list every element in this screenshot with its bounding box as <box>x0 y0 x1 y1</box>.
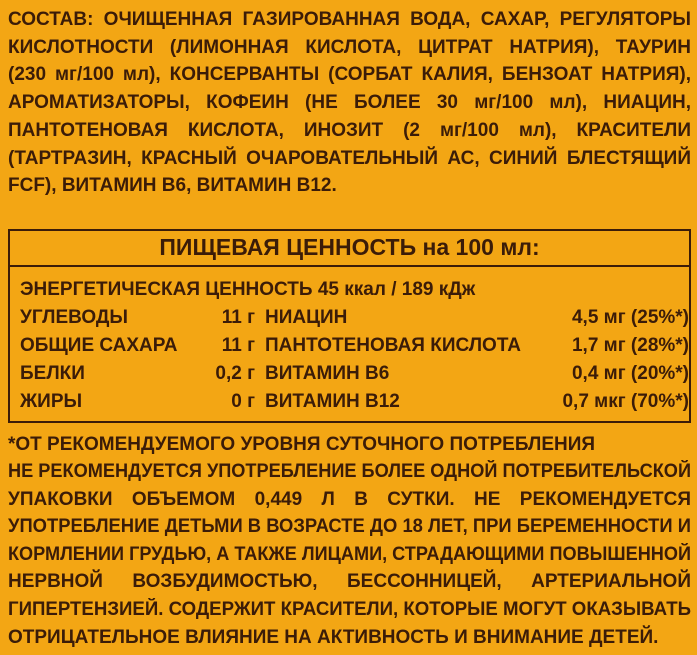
line-text: (230 мг/100 мл), КОНСЕРВАНТЫ (СОРБАТ КАЛ… <box>8 64 691 86</box>
text-line: ГИПЕРТЕНЗИЕЙ. СОДЕРЖИТ КРАСИТЕЛИ, КОТОРЫ… <box>8 598 691 622</box>
nutrition-cell: 0,7 мкг (70%*) <box>562 391 689 412</box>
nutrition-cell: 11 г <box>221 307 255 328</box>
nutrition-cell: БЕЛКИ <box>20 363 85 384</box>
line-text: FCF), ВИТАМИН В6, ВИТАМИН В12. <box>8 175 337 197</box>
nutrition-cell: ОБЩИЕ САХАРА <box>20 335 178 356</box>
nutrition-cell: 0,4 мг (20%*) <box>571 363 689 384</box>
nutrition-divider <box>8 265 691 267</box>
line-text: ПАНТОТЕНОВАЯ КИСЛОТА, ИНОЗИТ (2 мг/100 м… <box>8 119 691 141</box>
text-line: (230 мг/100 мл), КОНСЕРВАНТЫ (СОРБАТ КАЛ… <box>8 63 691 87</box>
nutrition-title: ПИЩЕВАЯ ЦЕННОСТЬ на 100 мл: <box>159 234 540 260</box>
line-text: КОРМЛЕНИИ ГРУДЬЮ, А ТАКЖЕ ЛИЦАМИ, СТРАДА… <box>8 543 691 565</box>
nutrition-cell: 0 г <box>231 391 255 412</box>
energy-row: ЭНЕРГЕТИЧЕСКАЯ ЦЕННОСТЬ 45 ккал / 189 кД… <box>20 279 476 300</box>
line-text: *ОТ РЕКОМЕНДУЕМОГО УРОВНЯ СУТОЧНОГО ПОТР… <box>8 434 596 455</box>
line-text: УПОТРЕБЛЕНИЕ ДЕТЬМИ В ВОЗРАСТЕ ДО 18 ЛЕТ… <box>8 516 691 538</box>
line-text: КИСЛОТНОСТИ (ЛИМОННАЯ КИСЛОТА, ЦИТРАТ НА… <box>8 36 691 58</box>
line-text: ОТРИЦАТЕЛЬНОЕ ВЛИЯНИЕ НА АКТИВНОСТЬ И ВН… <box>8 626 659 648</box>
nutrition-cell: ПАНТОТЕНОВАЯ КИСЛОТА <box>265 335 521 356</box>
nutrition-cell: 0,2 г <box>215 363 255 384</box>
nutrition-cell: ВИТАМИН В12 <box>265 391 400 412</box>
text-line: FCF), ВИТАМИН В6, ВИТАМИН В12. <box>8 174 691 198</box>
text-line: (ТАРТРАЗИН, КРАСНЫЙ ОЧАРОВАТЕЛЬНЫЙ АС, С… <box>8 147 691 171</box>
text-line: АРОМАТИЗАТОРЫ, КОФЕИН (НЕ БОЛЕЕ 30 мг/10… <box>8 91 691 115</box>
text-line: *ОТ РЕКОМЕНДУЕМОГО УРОВНЯ СУТОЧНОГО ПОТР… <box>8 433 691 457</box>
nutrition-cell: УГЛЕВОДЫ <box>20 307 129 328</box>
nutrition-cell: ВИТАМИН В6 <box>265 363 390 384</box>
text-line: ОТРИЦАТЕЛЬНОЕ ВЛИЯНИЕ НА АКТИВНОСТЬ И ВН… <box>8 626 691 650</box>
text-line: НЕРВНОЙ ВОЗБУДИМОСТЬЮ, БЕССОННИЦЕЙ, АРТЕ… <box>8 570 691 594</box>
text-line: КИСЛОТНОСТИ (ЛИМОННАЯ КИСЛОТА, ЦИТРАТ НА… <box>8 36 691 60</box>
text-line: УПАКОВКИ ОБЪЕМОМ 0,449 Л В СУТКИ. НЕ РЕК… <box>8 488 691 512</box>
line-text: АРОМАТИЗАТОРЫ, КОФЕИН (НЕ БОЛЕЕ 30 мг/10… <box>8 92 691 114</box>
line-text: СОСТАВ: ОЧИЩЕННАЯ ГАЗИРОВАННАЯ ВОДА, САХ… <box>8 9 691 30</box>
line-text: УПАКОВКИ ОБЪЕМОМ 0,449 Л В СУТКИ. НЕ РЕК… <box>8 488 691 510</box>
text-line: ПАНТОТЕНОВАЯ КИСЛОТА, ИНОЗИТ (2 мг/100 м… <box>8 119 691 143</box>
text-line: КОРМЛЕНИИ ГРУДЬЮ, А ТАКЖЕ ЛИЦАМИ, СТРАДА… <box>8 543 691 567</box>
nutrition-cell: НИАЦИН <box>265 307 348 328</box>
line-text: ГИПЕРТЕНЗИЕЙ. СОДЕРЖИТ КРАСИТЕЛИ, КОТОРЫ… <box>8 599 691 620</box>
line-text: НЕ РЕКОМЕНДУЕТСЯ УПОТРЕБЛЕНИЕ БОЛЕЕ ОДНО… <box>8 461 691 482</box>
line-text: НЕРВНОЙ ВОЗБУДИМОСТЬЮ, БЕССОННИЦЕЙ, АРТЕ… <box>8 571 691 593</box>
nutrition-cell: 1,7 мг (28%*) <box>571 335 689 356</box>
nutrition-cell: 4,5 мг (25%*) <box>571 307 689 328</box>
text-line: НЕ РЕКОМЕНДУЕТСЯ УПОТРЕБЛЕНИЕ БОЛЕЕ ОДНО… <box>8 460 691 484</box>
nutrition-cell: 11 г <box>221 335 255 356</box>
nutrition-box <box>8 229 691 423</box>
text-line: УПОТРЕБЛЕНИЕ ДЕТЬМИ В ВОЗРАСТЕ ДО 18 ЛЕТ… <box>8 515 691 539</box>
text-line: СОСТАВ: ОЧИЩЕННАЯ ГАЗИРОВАННАЯ ВОДА, САХ… <box>8 8 691 32</box>
line-text: (ТАРТРАЗИН, КРАСНЫЙ ОЧАРОВАТЕЛЬНЫЙ АС, С… <box>8 147 691 169</box>
nutrition-cell: ЖИРЫ <box>20 391 83 412</box>
